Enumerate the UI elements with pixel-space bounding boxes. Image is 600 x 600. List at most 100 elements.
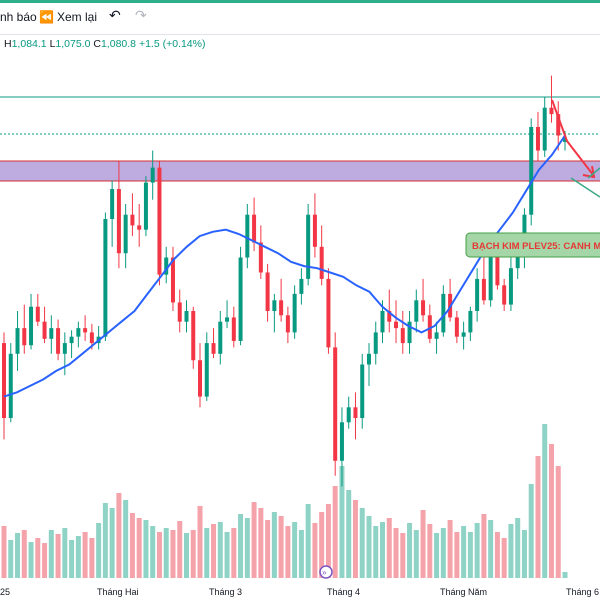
candlesticks bbox=[2, 75, 567, 487]
candle bbox=[103, 212, 108, 341]
x-label-apr: Tháng 4 bbox=[327, 587, 360, 597]
volume-bar bbox=[346, 490, 352, 578]
candle bbox=[258, 225, 263, 279]
volume-bar bbox=[481, 514, 487, 578]
event-marker[interactable]: » bbox=[319, 565, 333, 579]
volume-bar bbox=[28, 542, 34, 578]
svg-text:»: » bbox=[322, 568, 327, 577]
candle bbox=[387, 289, 392, 333]
volume-bar bbox=[129, 513, 135, 578]
volume-bar bbox=[265, 520, 271, 578]
volume-bar bbox=[285, 526, 291, 578]
volume-bar bbox=[150, 526, 156, 578]
volume-bar bbox=[62, 528, 68, 578]
volume-bar bbox=[380, 522, 386, 578]
candle bbox=[22, 304, 27, 354]
candle bbox=[191, 306, 196, 369]
candle bbox=[427, 304, 432, 344]
candle bbox=[29, 293, 34, 350]
candle bbox=[468, 306, 473, 341]
candle bbox=[508, 257, 513, 311]
candle bbox=[8, 343, 13, 423]
candle bbox=[279, 278, 284, 322]
candle bbox=[56, 319, 61, 361]
x-label-jun: Tháng 6 bbox=[566, 587, 599, 597]
candle bbox=[535, 111, 540, 162]
volume-bar bbox=[352, 500, 358, 578]
candle bbox=[116, 161, 121, 269]
volume-bar bbox=[143, 520, 149, 578]
volume-bar bbox=[190, 530, 196, 578]
candle bbox=[306, 204, 311, 286]
candle bbox=[164, 246, 169, 284]
volume-bar bbox=[454, 532, 460, 578]
volume-bar bbox=[123, 500, 129, 578]
candle bbox=[184, 300, 189, 333]
volume-bar bbox=[521, 530, 527, 578]
volume-bar bbox=[420, 510, 426, 578]
volume-bar bbox=[339, 466, 345, 578]
candle bbox=[394, 300, 399, 344]
replay-button[interactable]: Xem lại bbox=[57, 10, 98, 24]
volume-bar bbox=[555, 466, 561, 578]
candle bbox=[69, 330, 74, 359]
close-value: 1,080.8 bbox=[100, 38, 137, 50]
alert-button-label[interactable]: nh báo bbox=[0, 10, 37, 24]
volume-bar bbox=[15, 533, 21, 578]
candle bbox=[353, 392, 358, 440]
volume-bar bbox=[488, 520, 494, 578]
volume-bar bbox=[562, 572, 568, 578]
annotation-text: BẠCH KIM PLEV25: CANH MU bbox=[472, 241, 600, 252]
high-value: 1,084.1 bbox=[11, 38, 47, 50]
volume-bar bbox=[312, 523, 318, 578]
volume-bar bbox=[271, 512, 277, 578]
volume-bar bbox=[332, 486, 338, 578]
candle bbox=[441, 285, 446, 337]
replay-icon[interactable]: ⏪ bbox=[39, 10, 54, 24]
candle bbox=[225, 300, 230, 329]
volume-bar bbox=[494, 532, 500, 578]
volume-bar bbox=[386, 518, 392, 578]
volume-bar bbox=[535, 456, 541, 578]
x-axis-labels: 25 Tháng Hai Tháng 3 Tháng 4 Tháng Năm T… bbox=[0, 587, 599, 597]
candle bbox=[549, 75, 554, 123]
undo-icon[interactable]: ↶ bbox=[109, 7, 121, 23]
redo-icon[interactable]: ↷ bbox=[135, 7, 147, 23]
volume-bar bbox=[407, 523, 413, 578]
x-label-may: Tháng Năm bbox=[440, 587, 487, 597]
candle bbox=[414, 289, 419, 333]
candle bbox=[339, 407, 344, 487]
candle bbox=[150, 150, 155, 200]
candle bbox=[62, 332, 67, 376]
volume-bar bbox=[393, 528, 399, 578]
volume-bar bbox=[366, 516, 372, 578]
candle bbox=[319, 225, 324, 286]
annotation-label[interactable]: BẠCH KIM PLEV25: CANH MU bbox=[465, 232, 600, 258]
volume-bar bbox=[440, 528, 446, 578]
top-toolbar: nh báo ⏪ Xem lại ↶ ↷ bbox=[0, 0, 600, 35]
volume-bar bbox=[373, 526, 379, 578]
close-label: C bbox=[93, 38, 101, 50]
volume-bar bbox=[183, 533, 189, 578]
resistance-zone bbox=[0, 160, 600, 182]
volume-bar bbox=[48, 530, 54, 578]
candle bbox=[238, 246, 243, 346]
x-label-feb: Tháng Hai bbox=[97, 587, 139, 597]
volume-bar bbox=[197, 506, 203, 578]
target-line-drawing[interactable] bbox=[570, 167, 600, 198]
candle bbox=[421, 278, 426, 322]
volume-bar bbox=[244, 518, 250, 578]
volume-bar bbox=[8, 540, 14, 578]
volume-bar bbox=[55, 534, 61, 578]
down-arrow-drawing[interactable] bbox=[551, 99, 596, 179]
volume-bar bbox=[325, 504, 331, 578]
volume-bar bbox=[109, 508, 115, 578]
volume-bar bbox=[528, 484, 534, 578]
low-label: L bbox=[49, 38, 56, 50]
volume-bar bbox=[298, 530, 304, 578]
volume-bar bbox=[204, 528, 210, 578]
candle bbox=[475, 268, 480, 322]
moving-average-line bbox=[3, 134, 566, 398]
candle bbox=[312, 193, 317, 258]
